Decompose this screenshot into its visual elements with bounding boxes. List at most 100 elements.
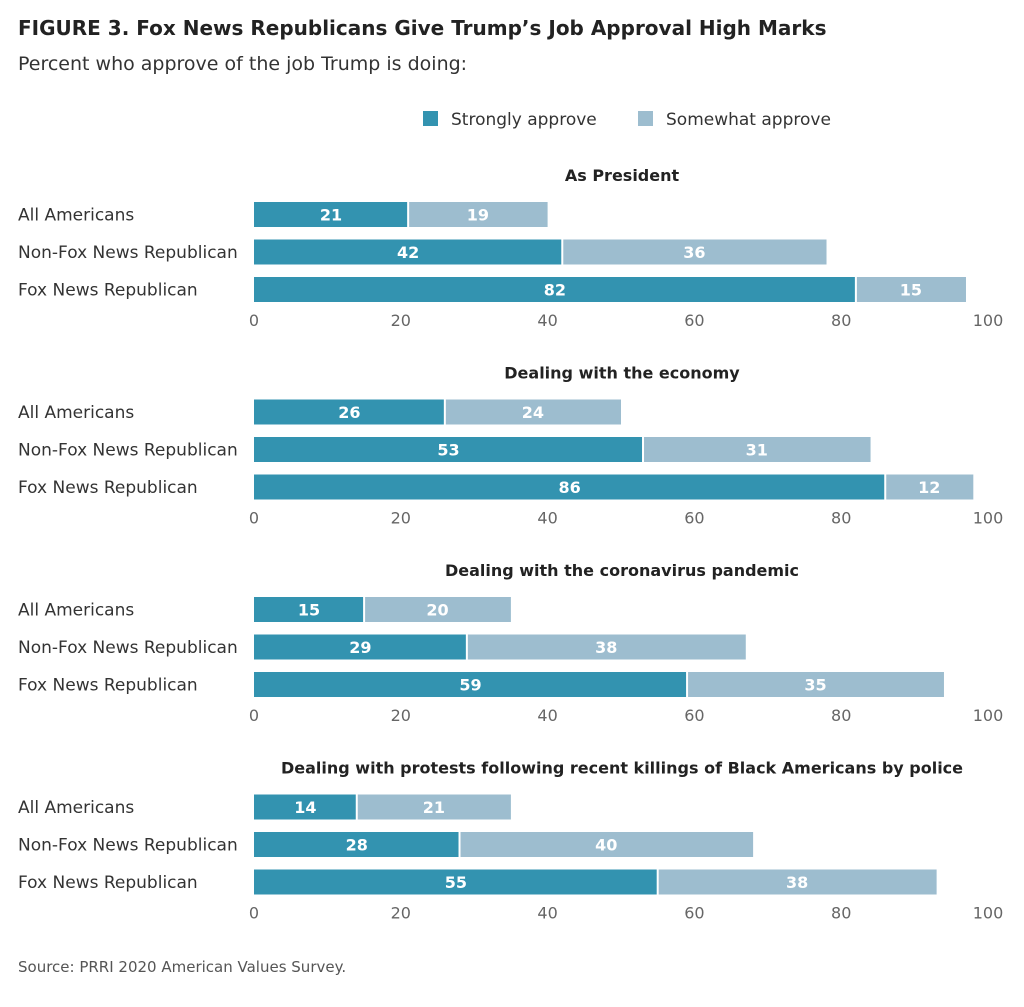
data-label: 53: [437, 441, 459, 460]
bar-segment: [254, 832, 460, 857]
bar-separator: [686, 672, 689, 697]
data-label: 21: [320, 206, 342, 225]
x-tick-label: 0: [249, 706, 259, 725]
bar-separator: [458, 832, 461, 857]
bar-separator: [407, 202, 410, 227]
data-label: 26: [338, 403, 360, 422]
bar-separator: [561, 239, 564, 265]
bar-segment: [254, 597, 365, 622]
panel-title: Dealing with protests following recent k…: [281, 759, 963, 778]
category-label: All Americans: [18, 798, 134, 818]
bar-segment: [687, 672, 944, 697]
panel-3: Dealing with protests following recent k…: [18, 759, 1003, 923]
bar-segment: [562, 239, 827, 265]
category-label: All Americans: [18, 403, 134, 423]
legend-swatch-somewhat: [638, 111, 653, 126]
bar-segment: [444, 399, 621, 425]
bar-segment: [657, 869, 937, 895]
category-label: Fox News Republican: [18, 676, 198, 696]
panel-title: Dealing with the coronavirus pandemic: [445, 561, 799, 580]
category-label: Non-Fox News Republican: [18, 638, 238, 658]
bar-segment: [408, 202, 548, 227]
x-tick-label: 80: [831, 904, 851, 923]
bar-segment: [643, 437, 871, 462]
data-label: 21: [423, 798, 445, 817]
x-tick-label: 60: [684, 509, 704, 528]
x-tick-label: 40: [537, 509, 557, 528]
bar-segment: [254, 634, 467, 660]
category-label: All Americans: [18, 601, 134, 621]
bar-segment: [254, 277, 856, 302]
x-tick-label: 80: [831, 509, 851, 528]
data-label: 35: [804, 676, 826, 695]
data-label: 82: [544, 281, 566, 300]
bar-segment: [254, 202, 409, 227]
panel-title: Dealing with the economy: [504, 364, 740, 383]
bar-segment: [254, 794, 357, 820]
x-tick-label: 100: [973, 311, 1004, 330]
bar-segment: [254, 239, 563, 265]
bar-separator: [642, 437, 645, 462]
x-tick-label: 40: [537, 706, 557, 725]
x-tick-label: 0: [249, 904, 259, 923]
bar-segment: [855, 277, 966, 302]
data-label: 31: [746, 441, 768, 460]
x-tick-label: 0: [249, 509, 259, 528]
bar-separator: [854, 277, 857, 302]
data-label: 38: [786, 873, 808, 892]
chart-subtitle: Percent who approve of the job Trump is …: [18, 53, 467, 75]
data-label: 38: [595, 638, 617, 657]
chart-source: Source: PRRI 2020 American Values Survey…: [18, 958, 346, 976]
category-label: Fox News Republican: [18, 281, 198, 301]
data-label: 59: [459, 676, 481, 695]
legend-label-somewhat: Somewhat approve: [666, 110, 831, 130]
panels: As President All Americans 21 19 Non-Fox New…: [18, 166, 1003, 923]
legend-swatch-strongly: [423, 111, 438, 126]
data-label: 15: [298, 601, 320, 620]
data-label: 29: [349, 638, 371, 657]
x-tick-label: 100: [973, 904, 1004, 923]
panel-2: Dealing with the coronavirus pandemic All…: [18, 561, 1003, 725]
data-label: 28: [346, 836, 368, 855]
bar-separator: [363, 597, 366, 622]
data-label: 19: [467, 206, 489, 225]
data-label: 86: [558, 478, 580, 497]
data-label: 42: [397, 243, 419, 262]
category-label: Fox News Republican: [18, 873, 198, 893]
x-tick-label: 80: [831, 706, 851, 725]
bar-separator: [355, 794, 358, 820]
x-tick-label: 20: [391, 311, 411, 330]
x-tick-label: 20: [391, 509, 411, 528]
bar-segment: [254, 474, 886, 500]
bar-segment: [466, 634, 746, 660]
bar-separator: [656, 869, 659, 895]
data-label: 55: [445, 873, 467, 892]
category-label: All Americans: [18, 206, 134, 226]
data-label: 20: [426, 601, 448, 620]
legend: Strongly approve Somewhat approve: [423, 110, 831, 130]
data-label: 36: [683, 243, 705, 262]
bar-segment: [459, 832, 754, 857]
bar-separator: [884, 474, 887, 500]
x-tick-label: 100: [973, 509, 1004, 528]
x-tick-label: 20: [391, 706, 411, 725]
bar-separator: [443, 399, 446, 425]
category-label: Non-Fox News Republican: [18, 243, 238, 263]
panel-1: Dealing with the economy All Americans 26 2…: [18, 364, 1003, 528]
data-label: 12: [918, 478, 940, 497]
x-tick-label: 20: [391, 904, 411, 923]
category-label: Non-Fox News Republican: [18, 836, 238, 856]
bar-segment: [254, 399, 445, 425]
x-tick-label: 100: [973, 706, 1004, 725]
x-tick-label: 60: [684, 904, 704, 923]
bar-segment: [254, 869, 658, 895]
panel-0: As President All Americans 21 19 Non-Fox New…: [18, 166, 1003, 330]
category-label: Non-Fox News Republican: [18, 441, 238, 461]
category-label: Fox News Republican: [18, 478, 198, 498]
bar-segment: [885, 474, 974, 500]
x-tick-label: 40: [537, 311, 557, 330]
data-label: 15: [900, 281, 922, 300]
x-tick-label: 40: [537, 904, 557, 923]
